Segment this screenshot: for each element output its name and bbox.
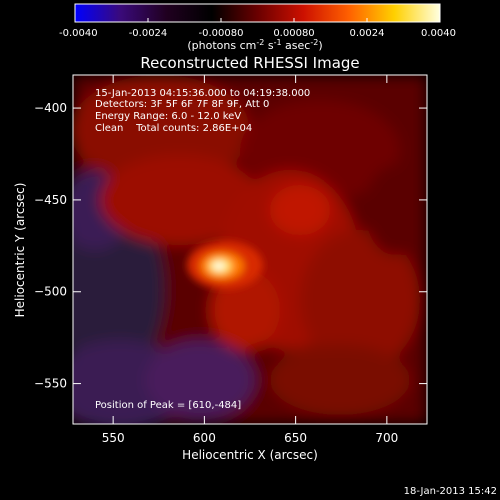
colorbar-frame — [74, 3, 441, 23]
colorbar-tick-label: 0.00080 — [273, 28, 314, 39]
annotation-time: 15-Jan-2013 04:15:36.000 to 04:19:38.000 — [95, 88, 310, 99]
colorbar-tick-label: -0.00080 — [199, 28, 244, 39]
colorbar-tick-label: 0.0024 — [350, 28, 385, 39]
plot-frame — [72, 74, 428, 425]
colorbar-ticks: -0.0040 -0.0024 -0.00080 0.00080 0.0024 0.004… — [59, 18, 456, 39]
x-tick-label: 600 — [193, 431, 216, 445]
y-tick-label: −500 — [34, 285, 67, 299]
colorbar-tick-label: -0.0040 — [59, 28, 98, 39]
colorbar — [75, 4, 440, 22]
annotation-algorithm: Clean Total counts: 2.86E+04 — [95, 123, 252, 134]
chart-title: Reconstructed RHESSI Image — [140, 54, 359, 72]
colorbar-tick-label: 0.0040 — [421, 28, 456, 39]
annotation-peak: Position of Peak = [610,-484] — [95, 400, 241, 411]
y-axis: −400 −450 −500 −550 — [34, 101, 427, 391]
x-tick-label: 550 — [102, 431, 125, 445]
colorbar-tick-label: -0.0024 — [129, 28, 168, 39]
heatmap-layer — [73, 75, 427, 424]
footer-date: 18-Jan-2013 15:42 — [404, 486, 497, 497]
x-tick-label: 700 — [375, 431, 398, 445]
colorbar-unit: (photons cm-2 s-1 asec-2) — [187, 38, 322, 52]
annotation-detectors: Detectors: 3F 5F 6F 7F 8F 9F, Att 0 — [95, 99, 269, 110]
annotation-energy: Energy Range: 6.0 - 12.0 keV — [95, 111, 241, 122]
x-tick-label: 650 — [284, 431, 307, 445]
x-axis: 550 600 650 700 — [102, 75, 398, 445]
x-axis-label: Heliocentric X (arcsec) — [182, 448, 318, 462]
y-tick-label: −400 — [34, 101, 67, 115]
y-tick-label: −550 — [34, 377, 67, 391]
y-tick-label: −450 — [34, 193, 67, 207]
y-axis-label: Heliocentric Y (arcsec) — [13, 183, 27, 318]
